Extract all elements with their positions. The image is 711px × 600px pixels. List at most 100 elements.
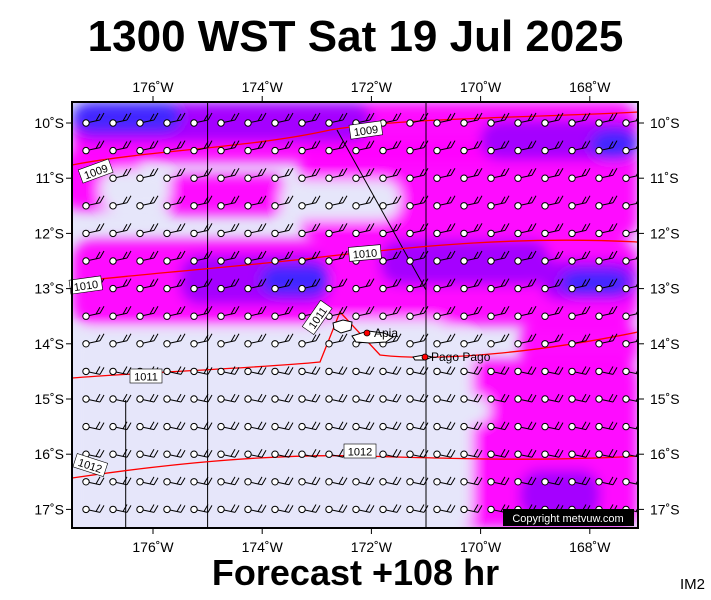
barb-station xyxy=(163,119,171,127)
barb-feather xyxy=(203,224,209,232)
barb-feather xyxy=(558,278,564,286)
axis-labels: 176˚W 176˚W 174˚W 174˚W 172˚W 172˚W 170˚W 170˚W… xyxy=(34,79,679,555)
barb-feather xyxy=(95,196,101,204)
barb-feather xyxy=(342,140,348,148)
lon-label-top: 176˚W xyxy=(132,79,174,95)
barb-feather xyxy=(288,333,294,342)
barb-station xyxy=(163,146,171,155)
barb-feather xyxy=(176,306,182,315)
barb-station xyxy=(541,312,549,320)
barb-station xyxy=(244,422,252,431)
barb-feather xyxy=(338,141,344,149)
wind-barb xyxy=(82,504,105,514)
wind-barb xyxy=(595,333,618,348)
barb-feather xyxy=(288,250,294,259)
barb-feather xyxy=(477,195,483,204)
barb-station xyxy=(271,202,279,210)
wind-barb xyxy=(82,366,105,376)
barb-feather xyxy=(284,168,290,177)
barb-feather xyxy=(640,367,644,374)
barb-feather xyxy=(558,195,564,204)
barb-feather xyxy=(311,476,317,485)
wind-barb xyxy=(271,278,294,293)
barb-feather xyxy=(342,422,348,430)
lon-label-top: 172˚W xyxy=(351,79,393,95)
barb-feather xyxy=(230,306,236,315)
barb-station xyxy=(190,119,198,127)
barb-feather xyxy=(581,168,587,177)
wind-barb xyxy=(406,167,429,182)
barb-station xyxy=(325,395,333,403)
barb-feather xyxy=(311,504,317,512)
place-apia: Apia xyxy=(363,326,398,340)
wind-barb xyxy=(217,250,240,265)
wind-barb xyxy=(568,195,591,210)
barb-feather xyxy=(500,476,506,485)
barb-station xyxy=(109,119,117,127)
wind-barb xyxy=(271,421,294,431)
barb-station xyxy=(487,312,495,320)
barb-feather xyxy=(149,279,155,287)
barb-feather xyxy=(396,278,402,286)
barb-feather xyxy=(149,141,155,149)
wind-barb xyxy=(352,195,375,210)
barb-feather xyxy=(369,477,375,486)
barb-feather xyxy=(500,168,506,177)
barb-feather xyxy=(153,305,159,314)
barb-feather xyxy=(527,449,533,457)
barb-feather xyxy=(423,449,429,458)
barb-feather xyxy=(365,421,371,429)
barb-station xyxy=(217,257,225,265)
lat-label-left: 13˚S xyxy=(34,281,64,297)
barb-feather xyxy=(261,422,267,430)
barb-feather xyxy=(554,476,560,485)
barb-feather xyxy=(392,113,398,122)
barb-feather xyxy=(234,195,240,204)
barb-station xyxy=(514,146,522,155)
barb-feather xyxy=(423,195,429,204)
calm-patch xyxy=(430,395,490,425)
barb-station xyxy=(460,505,468,514)
barb-feather xyxy=(392,141,398,149)
barb-station xyxy=(190,478,198,486)
wind-barb xyxy=(460,223,483,238)
wind-barb xyxy=(622,309,638,320)
wind-barb xyxy=(352,393,375,403)
barb-station xyxy=(460,146,468,155)
barb-station xyxy=(298,312,306,320)
barb-station xyxy=(82,257,90,265)
barb-feather xyxy=(342,195,348,204)
barb-station xyxy=(595,478,603,486)
wind-barb xyxy=(217,195,240,210)
lon-label-bottom: 170˚W xyxy=(460,539,502,555)
wind-shading xyxy=(72,102,638,528)
barb-feather xyxy=(261,505,267,513)
wind-barb xyxy=(568,421,591,431)
wind-barb xyxy=(163,366,186,376)
wind-barb xyxy=(514,278,537,293)
barb-feather xyxy=(99,505,105,513)
barb-feather xyxy=(585,449,591,458)
wind-barb xyxy=(82,112,105,127)
wind-barb xyxy=(595,421,618,431)
barb-feather xyxy=(261,112,267,121)
barb-feather xyxy=(180,278,186,286)
isobar-label-text: 1011 xyxy=(134,372,158,384)
barb-feather xyxy=(284,504,290,512)
barb-feather xyxy=(284,476,290,485)
barb-station xyxy=(487,478,495,486)
barb-station xyxy=(433,119,441,127)
wind-barb xyxy=(460,195,483,210)
barb-feather xyxy=(477,250,483,259)
barb-feather xyxy=(176,476,182,485)
barb-feather xyxy=(180,140,186,148)
wind-barb xyxy=(325,140,348,155)
wind-barb xyxy=(406,333,429,348)
barb-station xyxy=(136,284,144,293)
barb-feather xyxy=(446,334,452,342)
barb-feather xyxy=(635,226,638,232)
barb-feather xyxy=(230,224,236,232)
barb-feather xyxy=(203,141,209,149)
barb-feather xyxy=(149,251,155,260)
barb-feather xyxy=(450,305,456,314)
